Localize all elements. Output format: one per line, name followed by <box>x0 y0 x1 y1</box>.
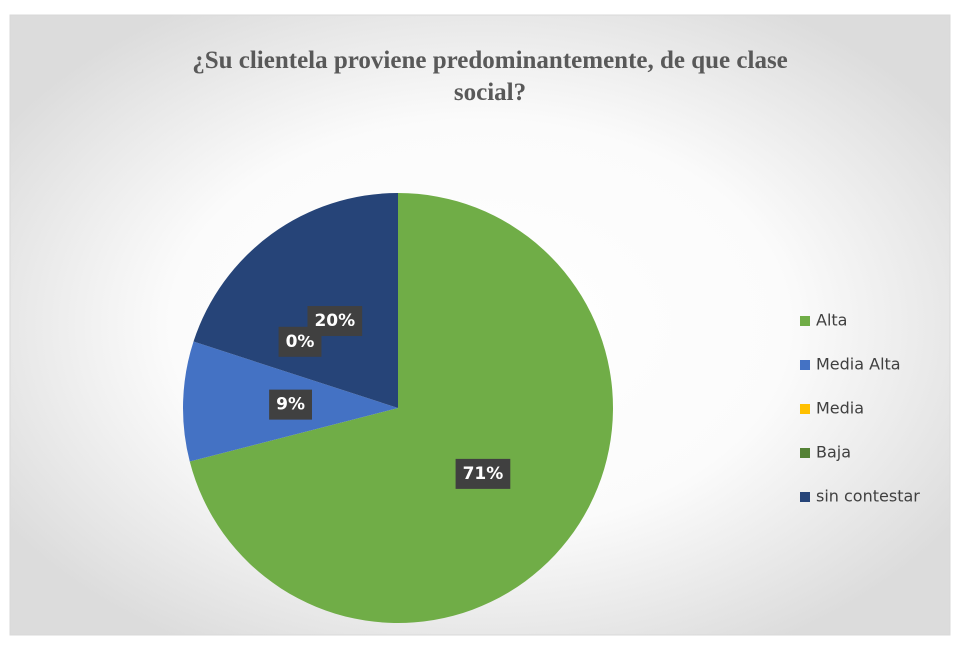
data-label: 0% <box>278 326 322 357</box>
data-label-box <box>455 458 511 489</box>
data-label-text: 9% <box>276 395 305 415</box>
data-label-text: 20% <box>314 311 355 331</box>
legend-swatch <box>800 448 810 458</box>
legend-label: Baja <box>816 443 851 462</box>
data-label: 71% <box>455 458 511 489</box>
legend-label: Media <box>816 399 864 418</box>
legend-swatch <box>800 492 810 502</box>
legend-swatch <box>800 316 810 326</box>
legend-label: Alta <box>816 311 847 330</box>
legend-label: sin contestar <box>816 487 920 506</box>
pie-slice <box>189 193 613 624</box>
chart-title: ¿Su clientela proviene predominantemente… <box>192 47 788 106</box>
pie-slice <box>193 193 398 408</box>
data-label-box <box>269 389 312 420</box>
data-label: 20% <box>307 306 363 337</box>
legend-swatch <box>800 360 810 370</box>
data-label: 9% <box>269 389 312 420</box>
data-label-box <box>307 306 363 337</box>
legend-label: Media Alta <box>816 355 901 374</box>
data-label-text: 0% <box>286 332 315 352</box>
data-label-text: 71% <box>463 464 504 484</box>
legend-swatch <box>800 404 810 414</box>
